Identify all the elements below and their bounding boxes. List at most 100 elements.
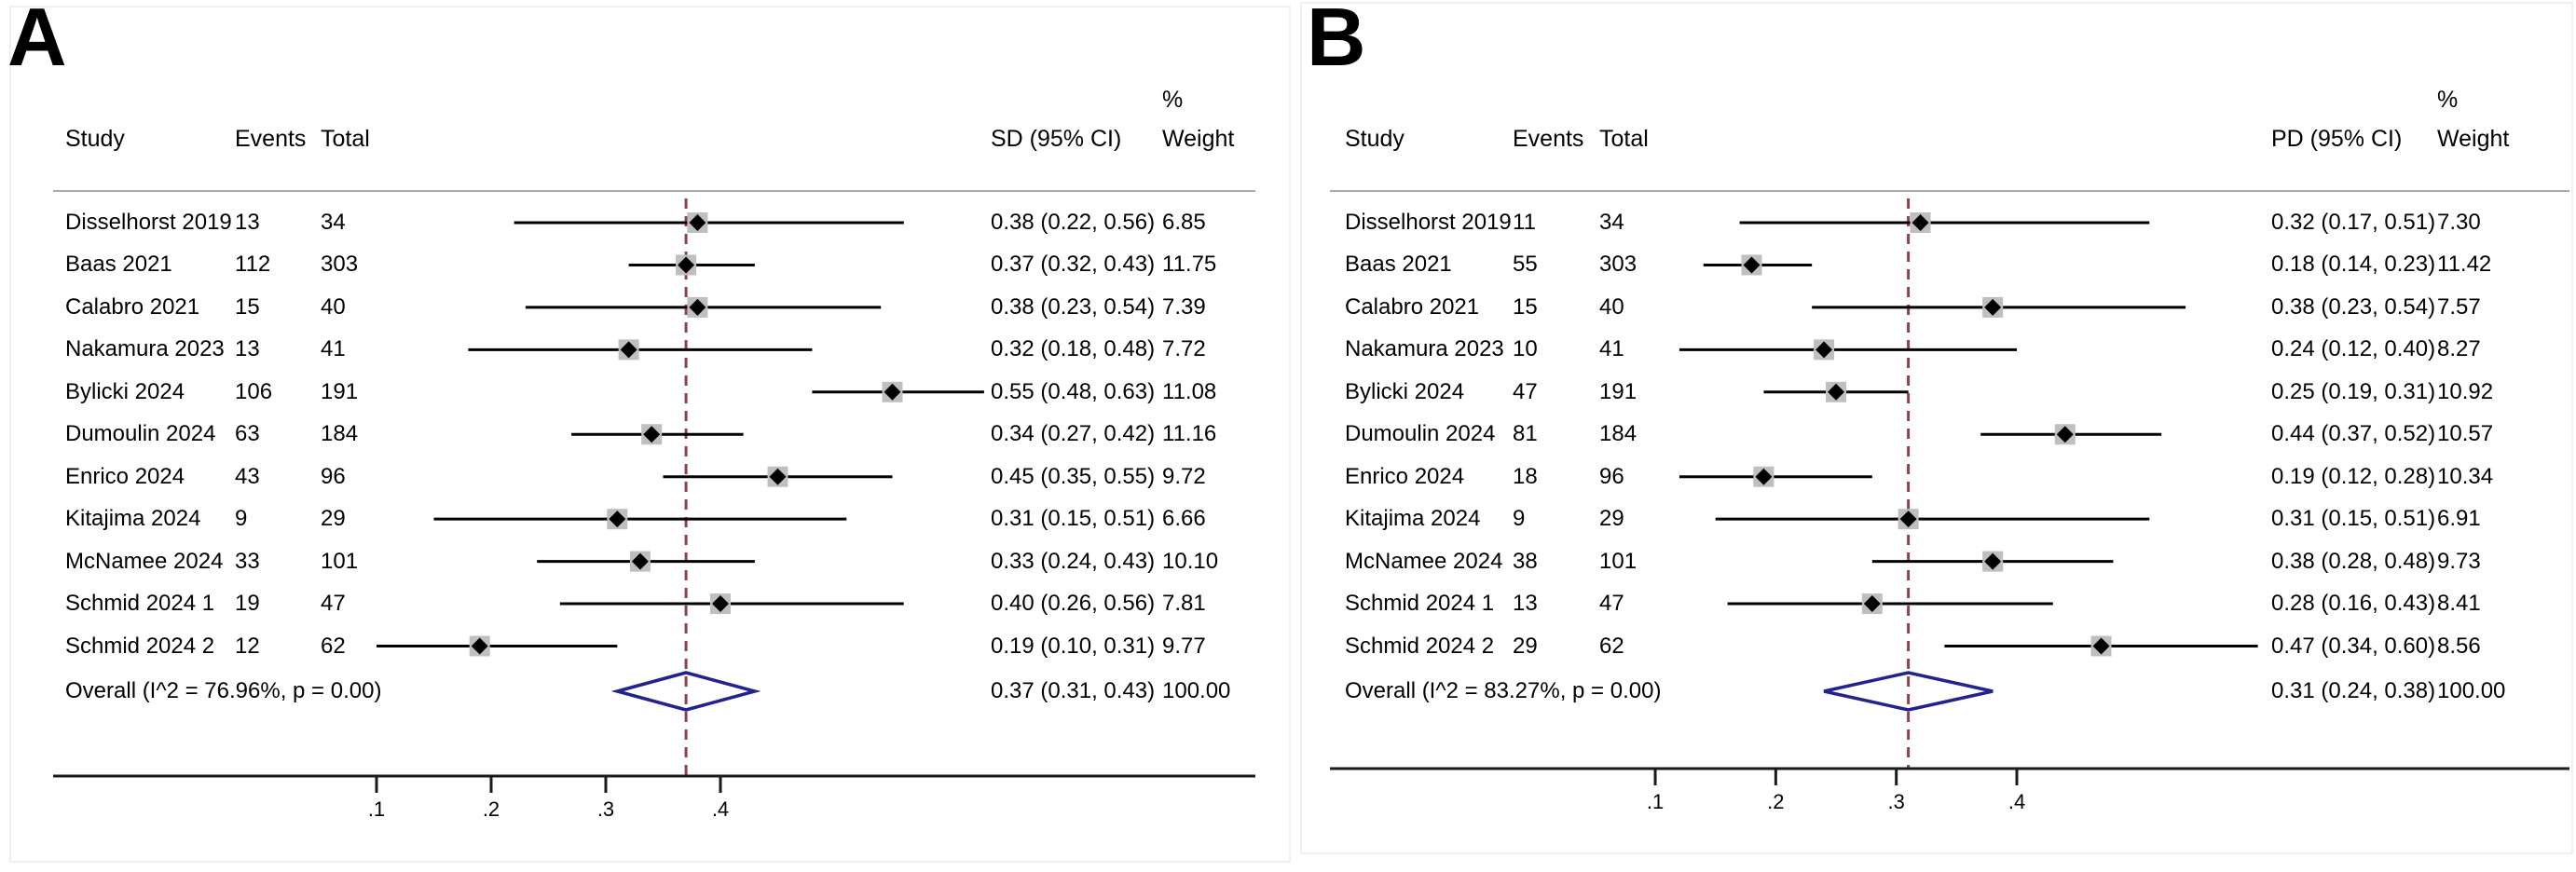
column-header-effect: SD (95% CI) bbox=[991, 126, 1122, 152]
effect-marker-diamond bbox=[1743, 256, 1761, 274]
study-total: 101 bbox=[1599, 548, 1637, 574]
panel-b-border bbox=[1300, 2, 2573, 854]
study-weight: 10.34 bbox=[2437, 463, 2494, 489]
study-events: 112 bbox=[235, 252, 271, 278]
study-total: 191 bbox=[1599, 378, 1637, 404]
study-events: 13 bbox=[1513, 591, 1538, 617]
study-total: 34 bbox=[321, 210, 346, 235]
study-weight: 9.72 bbox=[1162, 463, 1206, 489]
effect-marker-diamond bbox=[631, 552, 649, 570]
study-weight: 7.30 bbox=[2437, 210, 2481, 235]
study-weight: 7.39 bbox=[1162, 293, 1206, 320]
column-header-events: Events bbox=[1513, 126, 1584, 152]
column-header-effect: PD (95% CI) bbox=[2271, 126, 2403, 152]
study-name: Calabro 2021 bbox=[65, 293, 200, 320]
study-total: 62 bbox=[321, 633, 346, 659]
overall-ci-text: 0.31 (0.24, 0.38) bbox=[2271, 678, 2436, 703]
study-ci-text: 0.25 (0.19, 0.31) bbox=[2271, 378, 2436, 404]
study-events: 11 bbox=[1513, 210, 1536, 235]
study-weight: 7.81 bbox=[1162, 591, 1206, 617]
study-name: Disselhorst 2019 bbox=[1345, 210, 1512, 235]
column-header-study: Study bbox=[65, 126, 125, 152]
study-name: McNamee 2024 bbox=[65, 548, 224, 574]
effect-marker-diamond bbox=[678, 256, 695, 274]
study-name: Schmid 2024 2 bbox=[65, 633, 215, 659]
effect-marker-diamond bbox=[689, 214, 706, 231]
study-weight: 11.42 bbox=[2437, 252, 2492, 278]
study-weight: 11.16 bbox=[1162, 421, 1217, 447]
study-total: 47 bbox=[1599, 591, 1624, 617]
study-events: 29 bbox=[1513, 633, 1538, 659]
x-axis-tick-label: .1 bbox=[367, 797, 386, 821]
study-ci-text: 0.38 (0.23, 0.54) bbox=[2271, 293, 2436, 320]
study-weight: 8.41 bbox=[2437, 591, 2481, 617]
study-events: 10 bbox=[1513, 336, 1538, 362]
study-total: 29 bbox=[1599, 506, 1624, 532]
study-events: 63 bbox=[235, 421, 260, 447]
study-name: Schmid 2024 2 bbox=[1345, 633, 1495, 659]
study-total: 303 bbox=[321, 252, 359, 278]
study-total: 184 bbox=[1599, 421, 1637, 447]
study-ci-text: 0.31 (0.15, 0.51) bbox=[991, 506, 1156, 532]
study-weight: 10.92 bbox=[2437, 378, 2494, 404]
overall-diamond bbox=[610, 671, 761, 712]
study-total: 41 bbox=[321, 336, 346, 362]
study-name: Kitajima 2024 bbox=[1345, 506, 1481, 532]
x-axis-tick-label: .1 bbox=[1646, 790, 1665, 813]
column-header-weight: Weight bbox=[1162, 126, 1235, 152]
study-name: Dumoulin 2024 bbox=[1345, 421, 1496, 447]
effect-marker-diamond bbox=[1984, 298, 2002, 316]
x-axis-tick-label: .4 bbox=[711, 797, 730, 821]
study-name: Nakamura 2023 bbox=[1345, 336, 1504, 362]
overall-label: Overall (I^2 = 76.96%, p = 0.00) bbox=[65, 678, 382, 703]
effect-marker-diamond bbox=[1863, 595, 1881, 613]
study-total: 41 bbox=[1599, 336, 1624, 362]
study-events: 9 bbox=[235, 506, 248, 532]
effect-marker-diamond bbox=[689, 298, 706, 316]
effect-marker-diamond bbox=[2092, 637, 2110, 655]
x-axis-tick-label: .3 bbox=[596, 797, 615, 821]
study-events: 38 bbox=[1513, 548, 1538, 574]
study-ci-text: 0.24 (0.12, 0.40) bbox=[2271, 336, 2436, 362]
study-ci-text: 0.55 (0.48, 0.63) bbox=[991, 378, 1156, 404]
study-name: Disselhorst 2019 bbox=[65, 210, 232, 235]
study-total: 191 bbox=[321, 378, 359, 404]
study-total: 184 bbox=[321, 421, 359, 447]
study-total: 96 bbox=[321, 463, 346, 489]
study-events: 47 bbox=[1513, 378, 1538, 404]
panel-a-label: A bbox=[7, 0, 67, 83]
study-total: 29 bbox=[321, 506, 346, 532]
overall-label: Overall (I^2 = 83.27%, p = 0.00) bbox=[1345, 678, 1662, 703]
study-weight: 10.57 bbox=[2437, 421, 2494, 447]
effect-marker-diamond bbox=[1828, 383, 1845, 401]
study-weight: 9.73 bbox=[2437, 548, 2481, 574]
overall-diamond bbox=[1823, 671, 1994, 712]
panel-a-border bbox=[9, 6, 1291, 863]
overall-weight: 100.00 bbox=[1162, 678, 1231, 703]
column-header-weight: Weight bbox=[2437, 126, 2510, 152]
study-ci-text: 0.31 (0.15, 0.51) bbox=[2271, 506, 2436, 532]
study-events: 15 bbox=[235, 293, 260, 320]
overall-ci-text: 0.37 (0.31, 0.43) bbox=[991, 678, 1156, 703]
study-weight: 7.57 bbox=[2437, 293, 2481, 320]
study-name: Baas 2021 bbox=[1345, 252, 1452, 278]
column-header-percent: % bbox=[1162, 87, 1184, 113]
effect-marker-diamond bbox=[643, 426, 661, 443]
overall-weight: 100.00 bbox=[2437, 678, 2506, 703]
study-total: 47 bbox=[321, 591, 346, 617]
effect-marker-diamond bbox=[1755, 468, 1773, 485]
study-events: 12 bbox=[235, 633, 260, 659]
study-events: 13 bbox=[235, 336, 260, 362]
column-header-events: Events bbox=[235, 126, 307, 152]
study-weight: 6.85 bbox=[1162, 210, 1206, 235]
study-ci-text: 0.19 (0.10, 0.31) bbox=[991, 633, 1156, 659]
effect-marker-diamond bbox=[712, 595, 729, 613]
effect-marker-diamond bbox=[620, 341, 637, 359]
study-total: 40 bbox=[321, 293, 346, 320]
study-weight: 9.77 bbox=[1162, 633, 1206, 659]
study-name: Schmid 2024 1 bbox=[65, 591, 215, 617]
study-ci-text: 0.38 (0.23, 0.54) bbox=[991, 293, 1156, 320]
study-ci-text: 0.32 (0.17, 0.51) bbox=[2271, 210, 2436, 235]
study-ci-text: 0.44 (0.37, 0.52) bbox=[2271, 421, 2436, 447]
